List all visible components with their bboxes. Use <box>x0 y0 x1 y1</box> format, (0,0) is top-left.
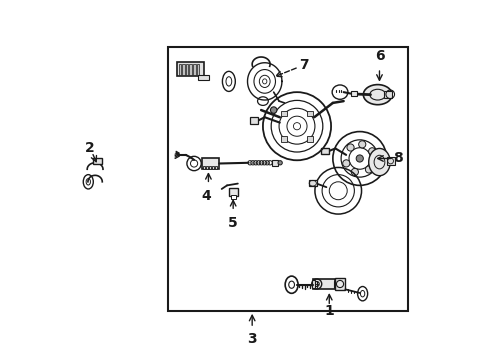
Ellipse shape <box>356 155 364 162</box>
Bar <box>193 64 196 75</box>
Text: 8: 8 <box>393 152 403 166</box>
Bar <box>177 62 204 76</box>
Bar <box>202 158 219 169</box>
Bar <box>168 47 408 311</box>
Text: 5: 5 <box>228 216 238 230</box>
Ellipse shape <box>347 144 354 151</box>
Text: 3: 3 <box>247 332 257 346</box>
Ellipse shape <box>368 148 376 155</box>
Bar <box>179 64 181 75</box>
Bar <box>307 136 313 142</box>
Ellipse shape <box>343 160 350 167</box>
Bar <box>321 148 329 154</box>
Ellipse shape <box>351 168 359 176</box>
Bar <box>272 160 278 166</box>
Text: 2: 2 <box>85 141 95 155</box>
Ellipse shape <box>364 85 392 105</box>
Bar <box>206 166 208 169</box>
Bar <box>198 75 209 80</box>
Bar <box>231 195 236 199</box>
Bar <box>335 278 345 291</box>
Ellipse shape <box>368 148 390 176</box>
Bar <box>307 111 313 116</box>
Bar <box>212 166 214 169</box>
Bar <box>309 180 317 186</box>
Bar <box>312 280 315 288</box>
Bar <box>209 166 211 169</box>
Bar <box>215 166 217 169</box>
Bar <box>196 64 199 75</box>
Ellipse shape <box>359 141 366 148</box>
Text: 1: 1 <box>324 304 334 318</box>
Bar <box>281 111 287 116</box>
Text: 4: 4 <box>202 189 212 203</box>
Bar <box>250 117 258 125</box>
Bar <box>351 91 357 96</box>
Ellipse shape <box>270 107 277 113</box>
Bar <box>387 157 394 165</box>
Bar <box>229 188 238 196</box>
Text: 7: 7 <box>299 58 309 72</box>
Bar <box>334 281 337 288</box>
Bar <box>186 64 188 75</box>
Bar <box>93 158 101 164</box>
Ellipse shape <box>278 161 282 165</box>
Bar <box>384 91 392 98</box>
Bar <box>203 166 205 169</box>
Ellipse shape <box>366 166 372 173</box>
Bar <box>182 64 185 75</box>
Text: 6: 6 <box>375 49 384 63</box>
Bar <box>190 64 192 75</box>
Bar <box>281 136 287 142</box>
Bar <box>313 279 335 289</box>
